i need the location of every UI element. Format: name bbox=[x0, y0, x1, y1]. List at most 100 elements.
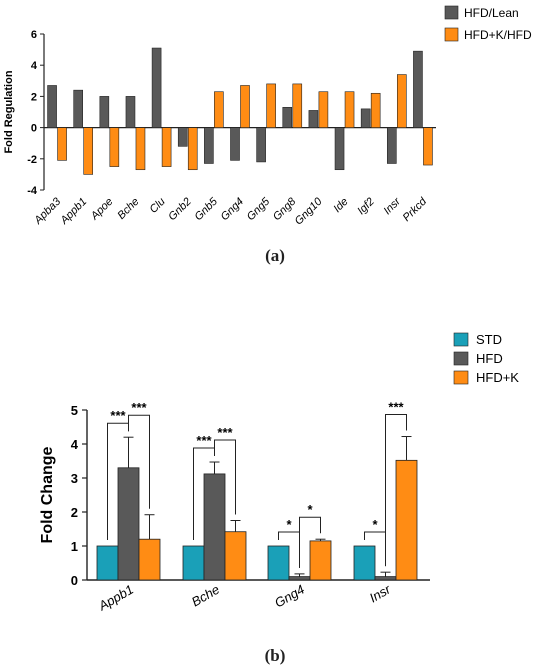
significance-label: *** bbox=[388, 400, 404, 415]
bar-hfd-lean-gng10 bbox=[308, 110, 319, 128]
bar-hfd-lean-apoe bbox=[99, 96, 110, 128]
significance-label: *** bbox=[196, 433, 212, 448]
bar-hfd-k-bche bbox=[224, 531, 247, 581]
legend-label-hfd-k-hfd: HFD+K/HFD bbox=[464, 28, 532, 42]
bar-hfd-gng4 bbox=[288, 576, 311, 581]
bar-hfd-k-hfd-bche bbox=[135, 127, 146, 171]
x-tick-label-igf2: Igf2 bbox=[355, 196, 376, 217]
bar-hfd-lean-ide bbox=[334, 127, 345, 171]
y-tick-label: 4 bbox=[31, 60, 38, 72]
legend-swatch-std bbox=[453, 332, 469, 347]
significance-label: * bbox=[372, 517, 378, 532]
bar-std-insr bbox=[353, 545, 376, 581]
y-tick-label: 1 bbox=[71, 539, 78, 554]
significance-bracket bbox=[214, 439, 236, 515]
y-tick-label: 2 bbox=[31, 91, 37, 103]
bar-hfd-bche bbox=[203, 473, 226, 581]
y-tick-label: 0 bbox=[31, 123, 37, 135]
bar-hfd-lean-gnb2 bbox=[177, 127, 188, 147]
x-tick-label-gng4: Gng4 bbox=[219, 196, 247, 224]
x-tick-label-insr: Insr bbox=[381, 195, 403, 217]
x-tick-label-apba3: Apba3 bbox=[32, 195, 64, 227]
bar-hfd-k-hfd-igf2 bbox=[370, 92, 381, 128]
x-tick-label-gng5: Gng5 bbox=[245, 195, 273, 223]
bar-hfd-lean-apba3 bbox=[47, 85, 57, 128]
bar-hfd-k-hfd-ide bbox=[344, 91, 355, 128]
x-tick-label-gng10: Gng10 bbox=[293, 195, 325, 227]
significance-bracket bbox=[299, 516, 321, 568]
caption-a: (a) bbox=[265, 246, 285, 265]
legend-label-hfd-lean: HFD/Lean bbox=[464, 6, 519, 20]
bar-hfd-k-hfd-insr bbox=[396, 74, 407, 128]
bar-hfd-lean-appb1 bbox=[73, 89, 83, 128]
y-tick-label: 3 bbox=[71, 471, 78, 486]
bar-hfd-k-hfd-gnb2 bbox=[187, 127, 198, 171]
bar-hfd-lean-clu bbox=[151, 47, 162, 128]
bar-hfd-lean-gng4 bbox=[230, 127, 240, 161]
bar-hfd-k-hfd-gng10 bbox=[318, 91, 329, 128]
x-tick-label-gnb5: Gnb5 bbox=[192, 195, 220, 223]
bar-hfd-k-insr bbox=[395, 459, 418, 581]
x-tick-label-bche: Bche bbox=[189, 582, 222, 610]
bar-hfd-lean-insr bbox=[386, 127, 397, 164]
y-tick-label: -2 bbox=[27, 154, 37, 166]
y-axis-title: Fold Change bbox=[39, 446, 56, 543]
bar-hfd-k-hfd-clu bbox=[161, 127, 172, 167]
bar-hfd-lean-gng8 bbox=[282, 107, 293, 128]
x-tick-label-clu: Clu bbox=[148, 196, 168, 216]
legend-swatch-hfd-k-hfd bbox=[444, 27, 459, 42]
bar-hfd-k-hfd-gnb5 bbox=[214, 91, 224, 128]
x-tick-label-appb1: Appb1 bbox=[58, 196, 90, 228]
x-tick-label-gng4: Gng4 bbox=[272, 582, 307, 611]
x-tick-label-ide: Ide bbox=[331, 196, 350, 215]
bar-hfd-k-hfd-gng5 bbox=[266, 83, 276, 128]
bar-hfd-k-gng4 bbox=[309, 540, 332, 581]
x-tick-label-insr: Insr bbox=[367, 581, 394, 605]
significance-label: * bbox=[307, 502, 313, 517]
significance-bracket bbox=[385, 414, 407, 567]
bar-hfd-k-hfd-prkcd bbox=[423, 127, 433, 166]
legend-swatch-hfd-k bbox=[453, 370, 469, 385]
significance-label: *** bbox=[217, 425, 233, 440]
bar-hfd-k-hfd-apba3 bbox=[57, 127, 67, 161]
y-tick-label: 0 bbox=[71, 573, 78, 588]
legend-label-hfd: HFD bbox=[476, 351, 503, 366]
x-tick-label-appb1: Appb1 bbox=[95, 582, 136, 614]
y-tick-label: 5 bbox=[71, 403, 78, 418]
bar-hfd-lean-gnb5 bbox=[204, 127, 214, 164]
y-tick-label: 2 bbox=[71, 505, 78, 520]
bar-hfd-k-hfd-gng8 bbox=[292, 83, 303, 128]
bar-std-appb1 bbox=[96, 545, 119, 581]
bar-hfd-lean-bche bbox=[125, 96, 136, 128]
bar-hfd-appb1 bbox=[117, 467, 140, 581]
legend-label-std: STD bbox=[476, 332, 502, 347]
significance-label: *** bbox=[110, 408, 126, 423]
y-axis-title: Fold Regulation bbox=[3, 70, 15, 153]
bar-hfd-k-hfd-apoe bbox=[109, 127, 120, 167]
legend-label-hfd-k: HFD+K bbox=[476, 370, 519, 385]
bar-hfd-insr bbox=[374, 576, 397, 581]
bar-hfd-k-appb1 bbox=[138, 538, 161, 581]
y-tick-label: 4 bbox=[71, 437, 79, 452]
legend-swatch-hfd bbox=[453, 351, 469, 366]
y-tick-label: -4 bbox=[27, 185, 38, 197]
bar-hfd-k-hfd-gng4 bbox=[240, 85, 250, 128]
y-tick-label: 6 bbox=[31, 29, 37, 41]
x-tick-label-bche: Bche bbox=[115, 196, 141, 222]
significance-label: *** bbox=[131, 400, 147, 415]
bar-hfd-lean-igf2 bbox=[360, 108, 371, 128]
bar-hfd-k-hfd-appb1 bbox=[83, 127, 93, 175]
significance-label: * bbox=[286, 517, 292, 532]
bar-hfd-lean-gng5 bbox=[256, 127, 266, 163]
significance-bracket bbox=[128, 414, 150, 509]
bar-hfd-lean-prkcd bbox=[413, 50, 423, 128]
caption-b: (b) bbox=[264, 646, 286, 665]
bar-std-bche bbox=[182, 545, 205, 581]
bar-std-gng4 bbox=[267, 545, 290, 581]
legend-swatch-hfd-lean bbox=[444, 5, 459, 20]
x-tick-label-gnb2: Gnb2 bbox=[166, 196, 194, 224]
x-tick-label-apoe: Apoe bbox=[88, 196, 115, 223]
